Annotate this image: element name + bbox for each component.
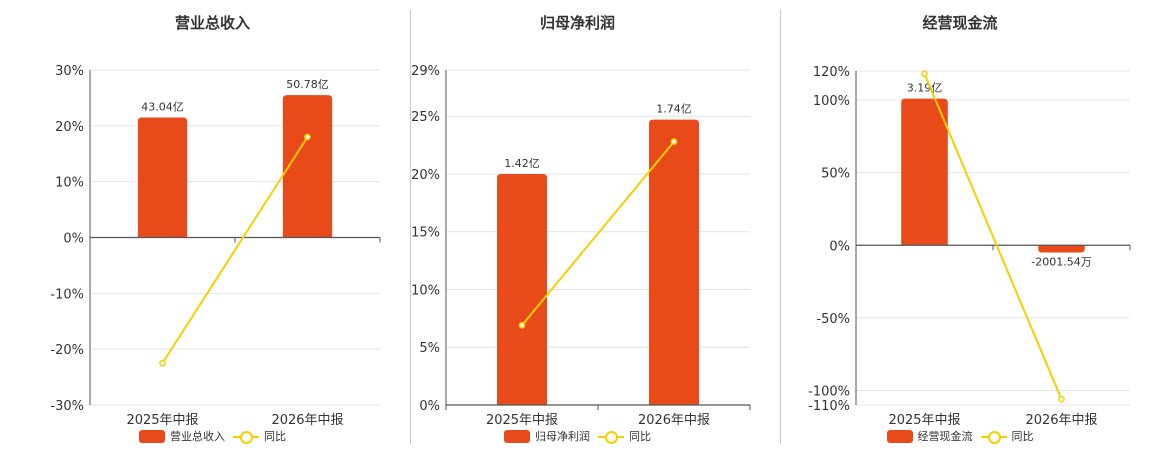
x-category-label: 2025年中报 [126,413,198,428]
chart-panel-net-profit: 归母净利润 29% 25% 20% 15% 10% 5% 0% 1.42亿 1.74亿 2025年… [400,0,755,450]
legend-bar-label: 归母净利润 [535,430,590,443]
bar [137,117,188,238]
chart-title: 经营现金流 [922,14,998,32]
legend-item-line[interactable]: 同比 [598,428,651,444]
chart-panel-revenue: 营业总收入 30% 20% 10% 0% -10% -20% -30% 43.04亿 50.78… [40,0,385,450]
chart-legend: 归母净利润 同比 [400,428,755,444]
y-tick-label: -30% [50,399,84,414]
yoy-point [670,138,678,145]
yoy-point [518,321,526,329]
legend-line-swatch [980,430,1007,444]
x-category-label: 2025年中报 [486,413,558,428]
y-tick-label: 29% [411,64,440,79]
y-tick-label: 0% [63,232,84,247]
yoy-line [161,136,309,364]
yoy-point [159,359,166,367]
y-tick-label: -100% [808,384,850,399]
y-tick-label: 20% [55,120,84,135]
yoy-line [923,73,1063,400]
bar-data-label: 50.78亿 [286,78,329,91]
legend-item-bar[interactable]: 经营现金流 [886,428,973,444]
bar [649,119,699,405]
x-category-label: 2025年中报 [888,413,960,428]
y-tick-label: 0% [419,399,440,414]
legend-item-line[interactable]: 同比 [233,428,286,444]
x-category-label: 2026年中报 [1025,413,1097,428]
y-tick-label: 50% [821,167,850,182]
bar-data-label: -2001.54万 [1031,256,1091,269]
yoy-point [921,70,928,78]
legend-bar-label: 经营现金流 [917,430,973,443]
legend-line-swatch [598,430,624,444]
y-tick-label: 15% [411,226,440,241]
chart-legend: 经营现金流 同比 [780,428,1140,444]
y-tick-label: 0% [829,239,850,254]
legend-item-line[interactable]: 同比 [980,428,1034,444]
bar [497,173,547,405]
x-category-label: 2026年中报 [271,413,343,428]
legend-line-label: 同比 [1011,430,1034,443]
legend-bar-swatch [139,429,165,443]
bar-data-label: 3.19亿 [907,82,943,95]
y-tick-label: -10% [50,287,84,302]
legend-bar-label: 营业总收入 [170,430,225,443]
legend-line-label: 同比 [629,430,651,443]
y-tick-label: -50% [816,312,850,327]
y-tick-label: -110% [808,399,850,414]
yoy-point [1058,395,1065,403]
y-tick-label: 120% [813,65,850,80]
yoy-line [521,140,675,326]
legend-bar-swatch [886,429,913,443]
chart-title: 营业总收入 [174,14,250,32]
bar [282,95,333,238]
chart-svg: 29% 25% 20% 15% 10% 5% 0% 1.42亿 1.74亿 2025年中报 2026… [411,64,751,428]
bar [901,98,948,246]
y-tick-label: 100% [813,94,850,109]
chart-svg: 120% 100% 50% 0% -50% -100%-110% 3.19亿 -2001.54… [808,65,1131,428]
chart-svg: 30% 20% 10% 0% -10% -20% -30% 43.04亿 50.78亿 2025年… [50,64,381,428]
y-tick-label: 20% [411,168,440,183]
y-tick-label: 30% [55,64,84,79]
bar-data-label: 43.04亿 [141,100,184,113]
legend-line-label: 同比 [264,430,286,443]
legend-line-swatch [233,430,259,444]
y-tick-label: 10% [55,176,84,191]
chart-title: 归母净利润 [539,14,615,32]
legend-item-bar[interactable]: 营业总收入 [139,428,225,444]
y-tick-label: 10% [411,283,440,298]
chart-panel-cash-flow: 经营现金流 120% 100% 50% 0% -50% -100% -110% 3.19亿 -2… [780,0,1140,450]
legend-item-bar[interactable]: 归母净利润 [504,428,590,444]
y-tick-label: 25% [411,110,440,125]
bar-data-label: 1.74亿 [656,103,692,116]
bar-data-label: 1.42亿 [504,157,540,170]
panel-divider [410,10,411,444]
y-tick-label: -20% [50,343,84,358]
yoy-point [304,133,311,141]
panel-divider [780,10,781,444]
bar [1038,245,1085,253]
chart-legend: 营业总收入 同比 [40,428,385,444]
legend-bar-swatch [504,429,530,443]
y-tick-label: 5% [419,341,440,356]
x-category-label: 2026年中报 [638,413,710,428]
